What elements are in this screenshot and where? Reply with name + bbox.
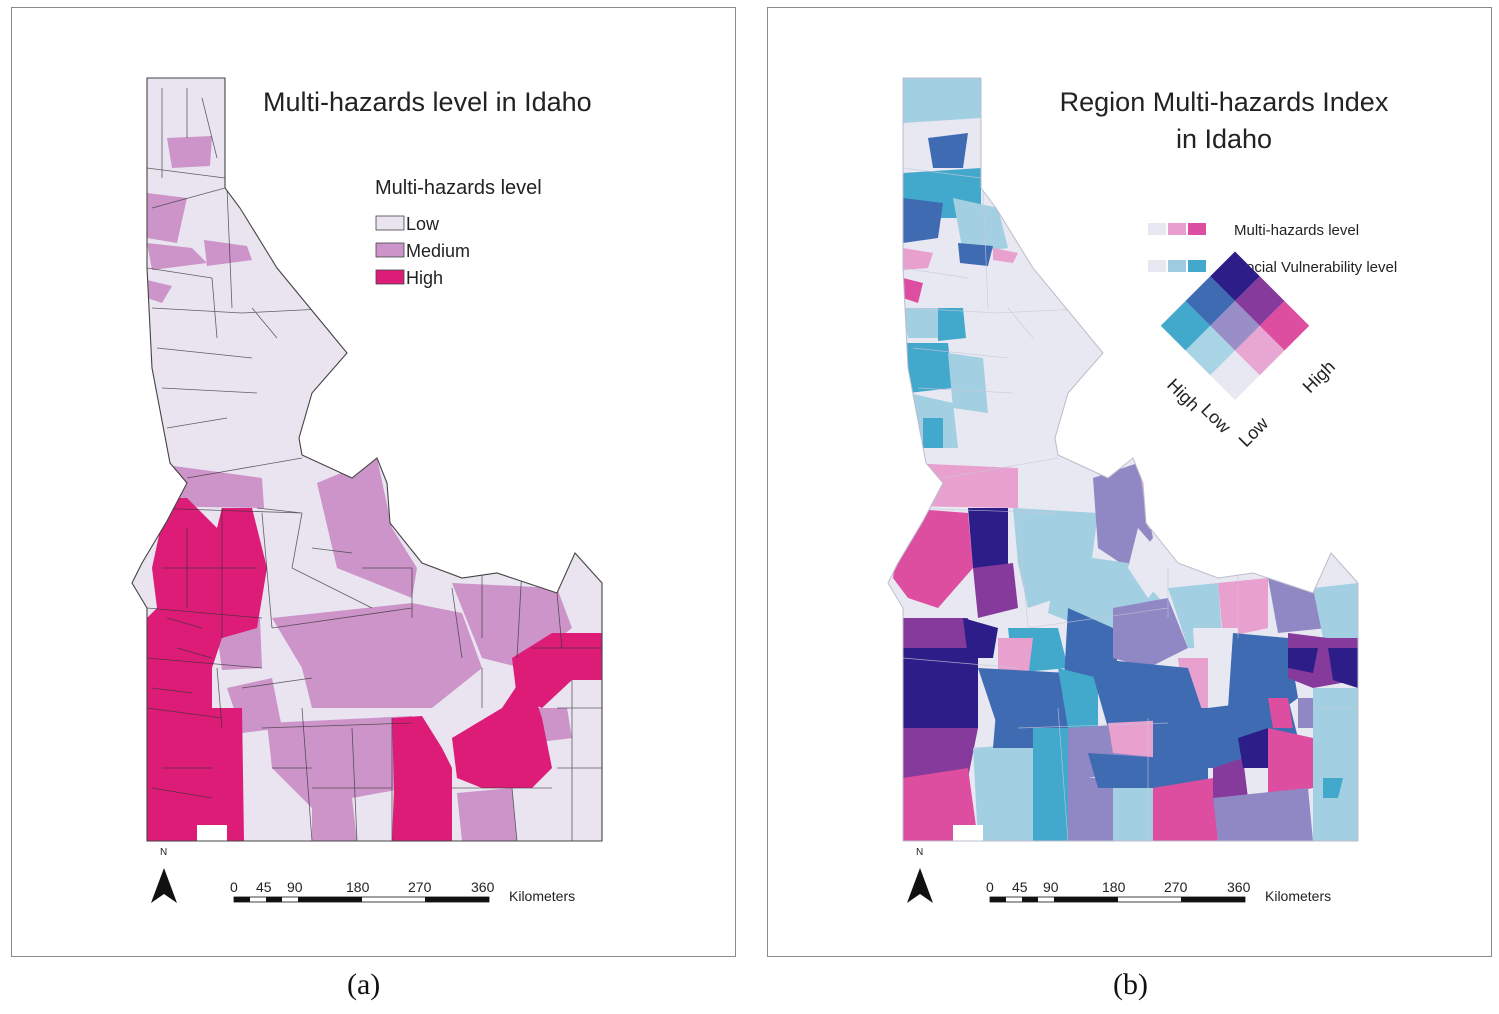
- legend-b: Multi-hazards level Social Vulnerability…: [1148, 222, 1397, 451]
- social-swatch-medium: [1168, 260, 1186, 272]
- scale-tick: 270: [408, 879, 432, 895]
- legend-a-label-low: Low: [406, 214, 440, 234]
- legend-a-swatch-high: [375, 269, 405, 285]
- scale-tick: 270: [1164, 879, 1188, 895]
- legend-a-label-high: High: [406, 268, 443, 288]
- legend-b-social-high: High: [1299, 357, 1339, 397]
- idaho-regions-a: [132, 78, 602, 841]
- hazard-swatch-high: [1188, 223, 1206, 235]
- social-swatch-high: [1188, 260, 1206, 272]
- legend-a-swatch-low: [375, 215, 405, 231]
- region-medium: [457, 788, 517, 841]
- region-medium: [204, 240, 252, 266]
- scale-tick: 45: [1012, 879, 1028, 895]
- scale-unit: Kilometers: [1265, 888, 1331, 904]
- hazard-swatch-low: [1148, 223, 1166, 235]
- map-b-title-line1: Region Multi-hazards Index: [1060, 87, 1389, 117]
- region-medium: [267, 716, 412, 808]
- region-high: [392, 716, 452, 841]
- map-a-svg: Multi-hazards level in Idaho Multi-hazar…: [131, 77, 603, 904]
- region-high: [212, 708, 244, 841]
- scale-tick: 360: [1227, 879, 1251, 895]
- scale-bar-a: 0 45 90 180 270 360 Kilometers: [230, 879, 575, 904]
- idaho-regions-b: [888, 78, 1358, 841]
- region-medium: [167, 136, 212, 168]
- scale-tick: 90: [287, 879, 303, 895]
- scale-tick: 360: [471, 879, 495, 895]
- caption-a: (a): [347, 968, 381, 1001]
- scale-bar-b: 0 45 90 180 270 360 Kilometers: [986, 879, 1331, 904]
- north-label-a: N: [160, 847, 167, 858]
- social-swatch-low: [1148, 260, 1166, 272]
- north-arrow-b: N: [907, 847, 933, 903]
- legend-b-hazard-label: Multi-hazards level: [1234, 222, 1359, 239]
- legend-b-social-label: Social Vulnerability level: [1236, 259, 1397, 276]
- bivariate-matrix: [1160, 251, 1310, 400]
- region-high: [502, 668, 537, 723]
- scale-tick: 0: [986, 879, 994, 895]
- region-high: [452, 688, 552, 788]
- region-medium: [147, 193, 187, 243]
- scale-tick: 90: [1043, 879, 1059, 895]
- scale-unit: Kilometers: [509, 888, 575, 904]
- north-arrow-a: N: [151, 847, 177, 903]
- legend-a-label-medium: Medium: [406, 241, 470, 261]
- legend-b-hazard-low: Low: [1197, 400, 1235, 438]
- legend-a-title: Multi-hazards level: [375, 177, 542, 199]
- scale-tick: 180: [346, 879, 370, 895]
- legend-a: Multi-hazards level Low Medium High: [375, 177, 542, 288]
- region-medium: [147, 280, 172, 303]
- hazard-swatch-medium: [1168, 223, 1186, 235]
- idaho-outline-a: [131, 77, 603, 842]
- region-medium: [317, 458, 417, 598]
- region-high: [147, 498, 267, 841]
- region-medium: [312, 798, 357, 841]
- north-arrow-icon: [907, 868, 933, 903]
- map-panel-b: Region Multi-hazards Index in Idaho Mult…: [767, 7, 1492, 957]
- region-medium: [272, 603, 482, 708]
- map-b-title-line2: in Idaho: [1176, 124, 1272, 154]
- north-label-b: N: [916, 847, 923, 858]
- region-medium: [147, 243, 207, 270]
- map-panel-a: Multi-hazards level in Idaho Multi-hazar…: [11, 7, 736, 957]
- region-high: [512, 633, 602, 708]
- legend-b-hazard-high: High: [1163, 375, 1203, 415]
- legend-b-social-low: Low: [1235, 413, 1273, 451]
- idaho-outline-b: [887, 77, 1359, 842]
- map-b-svg: Region Multi-hazards Index in Idaho Mult…: [887, 77, 1397, 904]
- scale-tick: 180: [1102, 879, 1126, 895]
- scale-tick: 0: [230, 879, 238, 895]
- map-a-title: Multi-hazards level in Idaho: [263, 87, 592, 117]
- scale-tick: 45: [256, 879, 272, 895]
- caption-b: (b): [1113, 968, 1148, 1001]
- legend-a-swatch-medium: [375, 242, 405, 258]
- north-arrow-icon: [151, 868, 177, 903]
